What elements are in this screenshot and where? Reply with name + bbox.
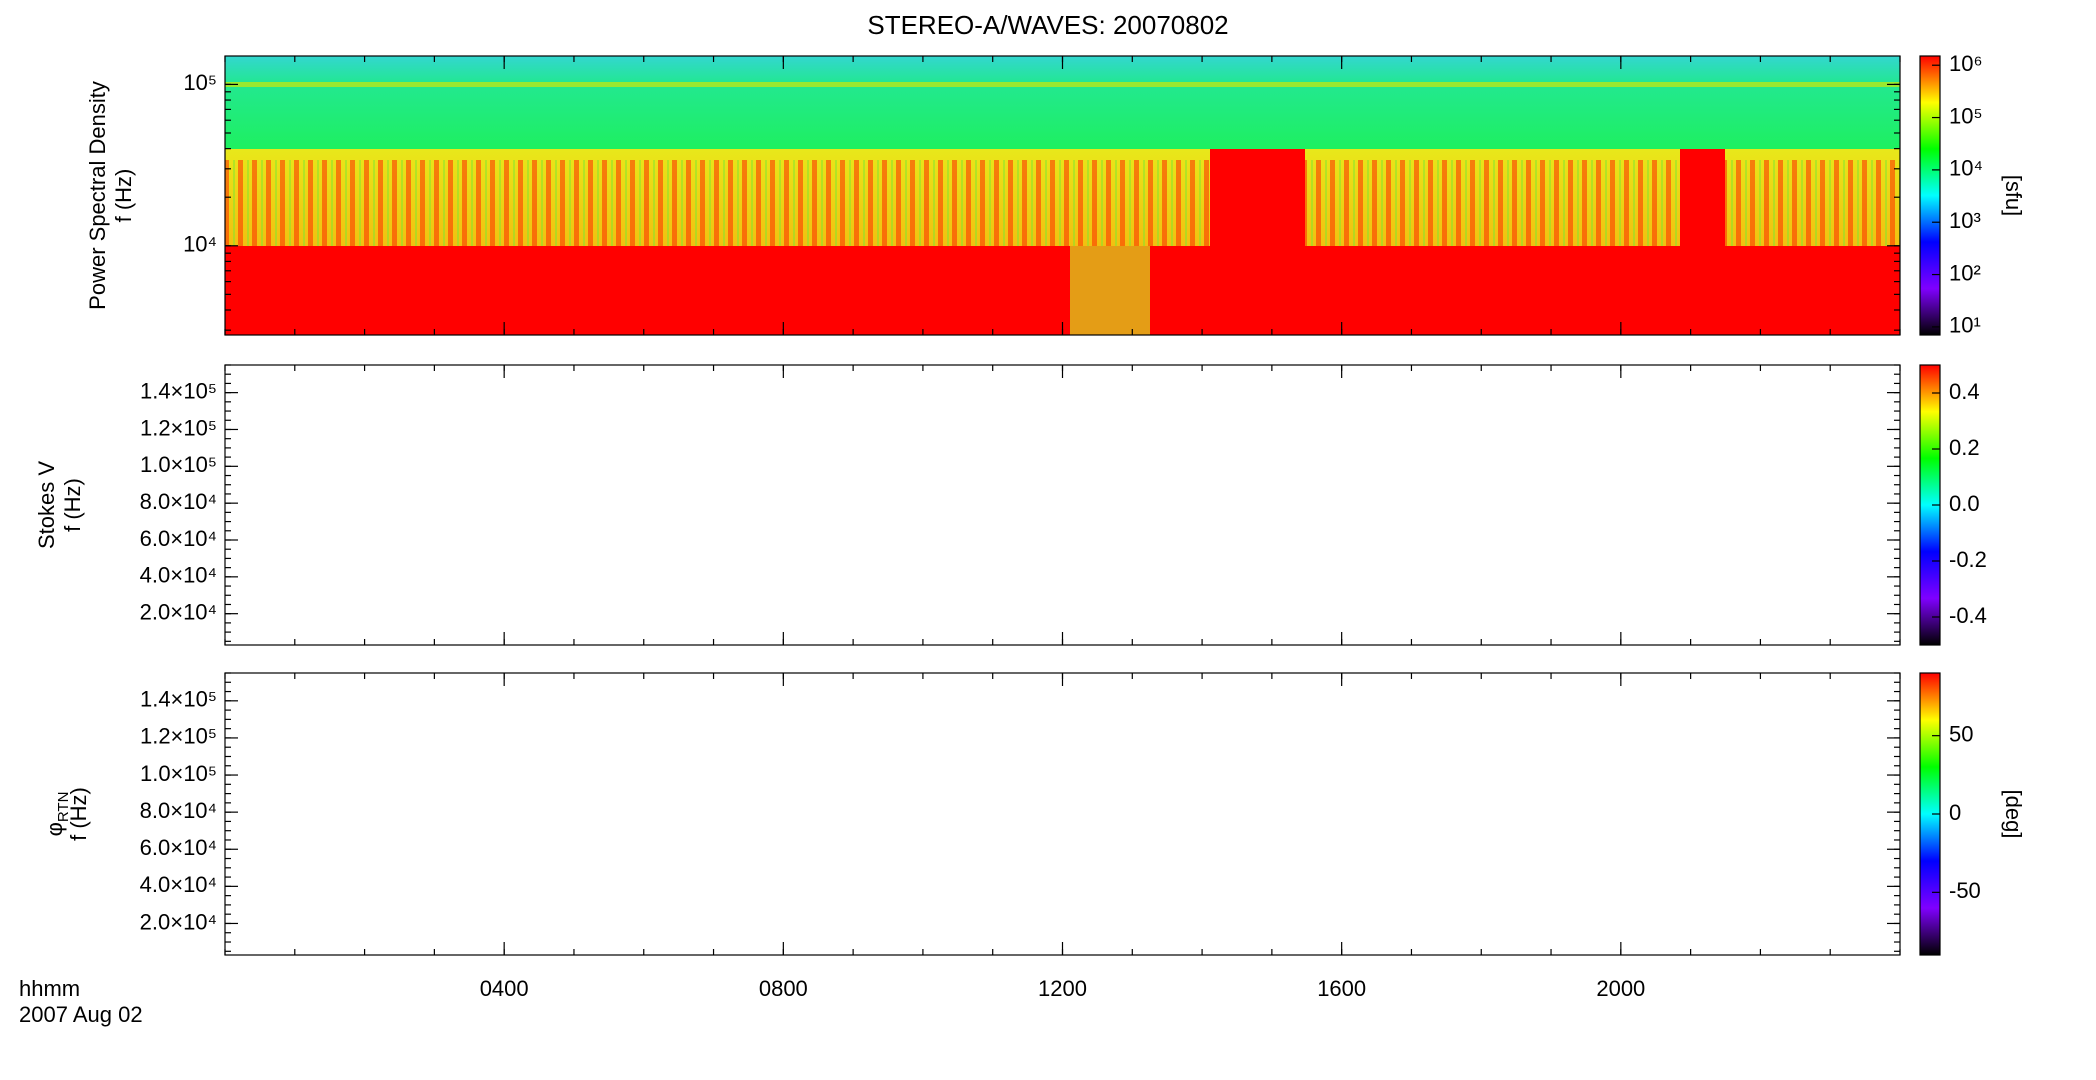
colorbar-tick-label: 50 bbox=[1949, 721, 1973, 746]
x-tick-label: 0800 bbox=[759, 976, 808, 1001]
colorbar-tick-label: 0 bbox=[1949, 800, 1961, 825]
quantity-subscript: RTN bbox=[55, 792, 72, 823]
y-axis-quantity: Power Spectral Density bbox=[85, 81, 110, 310]
colorbar-tick-label: 0.4 bbox=[1949, 379, 1980, 404]
y-tick-label: 2.0×10⁴ bbox=[140, 909, 217, 934]
colorbar-tick-label: 0.0 bbox=[1949, 491, 1980, 516]
y-axis-label: f (Hz) bbox=[111, 169, 136, 223]
y-axis-quantity: φRTN bbox=[42, 792, 72, 837]
y-tick-label: 10⁴ bbox=[183, 232, 217, 257]
y-tick-label: 4.0×10⁴ bbox=[140, 563, 217, 588]
y-axis-label: f (Hz) bbox=[66, 787, 91, 841]
y-tick-label: 1.0×10⁵ bbox=[140, 452, 217, 477]
colorbar-tick-label: 10⁶ bbox=[1949, 51, 1983, 76]
colorbar-label: [sfu] bbox=[2001, 175, 2026, 217]
colorbar-tick-label: -0.2 bbox=[1949, 547, 1987, 572]
quantity-text: φ bbox=[42, 822, 67, 836]
chart-title: STEREO-A/WAVES: 20070802 bbox=[867, 10, 1228, 40]
y-tick-label: 1.4×10⁵ bbox=[140, 687, 217, 712]
colorbar-tick-label: -50 bbox=[1949, 878, 1981, 903]
y-tick-label: 2.0×10⁴ bbox=[140, 599, 217, 624]
date-label: 2007 Aug 02 bbox=[19, 1002, 143, 1027]
y-tick-label: 1.0×10⁵ bbox=[140, 761, 217, 786]
y-tick-label: 1.4×10⁵ bbox=[140, 378, 217, 403]
plot-frame bbox=[224, 672, 1901, 956]
colorbar-tick-label: 10⁴ bbox=[1949, 156, 1983, 181]
x-tick-label: 1200 bbox=[1038, 976, 1087, 1001]
y-tick-label: 1.2×10⁵ bbox=[140, 415, 217, 440]
colorbar-tick-label: 10¹ bbox=[1949, 313, 1981, 338]
x-tick-label: 1600 bbox=[1317, 976, 1366, 1001]
colorbar-tick-label: 10² bbox=[1949, 260, 1981, 285]
y-tick-label: 6.0×10⁴ bbox=[140, 526, 217, 551]
y-tick-label: 6.0×10⁴ bbox=[140, 835, 217, 860]
y-axis-quantity: Stokes V bbox=[34, 461, 59, 549]
plot-frame bbox=[224, 364, 1901, 646]
colorbar-label: [deg] bbox=[2001, 790, 2026, 839]
colorbar-tick-label: 10³ bbox=[1949, 208, 1981, 233]
y-tick-label: 8.0×10⁴ bbox=[140, 489, 217, 514]
colorbar-tick-label: -0.4 bbox=[1949, 603, 1987, 628]
colorbar bbox=[1919, 55, 1941, 336]
y-tick-label: 10⁵ bbox=[183, 70, 217, 95]
spectrogram-image bbox=[225, 56, 1900, 335]
colorbar-tick-label: 10⁵ bbox=[1949, 103, 1983, 128]
y-tick-label: 4.0×10⁴ bbox=[140, 872, 217, 897]
x-axis-label: hhmm bbox=[19, 976, 80, 1001]
y-tick-label: 8.0×10⁴ bbox=[140, 798, 217, 823]
quantity-text: Power Spectral Density bbox=[85, 81, 110, 310]
y-axis-label: f (Hz) bbox=[60, 478, 85, 532]
x-tick-label: 0400 bbox=[480, 976, 529, 1001]
x-tick-label: 2000 bbox=[1596, 976, 1645, 1001]
y-tick-label: 1.2×10⁵ bbox=[140, 724, 217, 749]
colorbar-tick-label: 0.2 bbox=[1949, 435, 1980, 460]
quantity-text: Stokes V bbox=[34, 461, 59, 549]
